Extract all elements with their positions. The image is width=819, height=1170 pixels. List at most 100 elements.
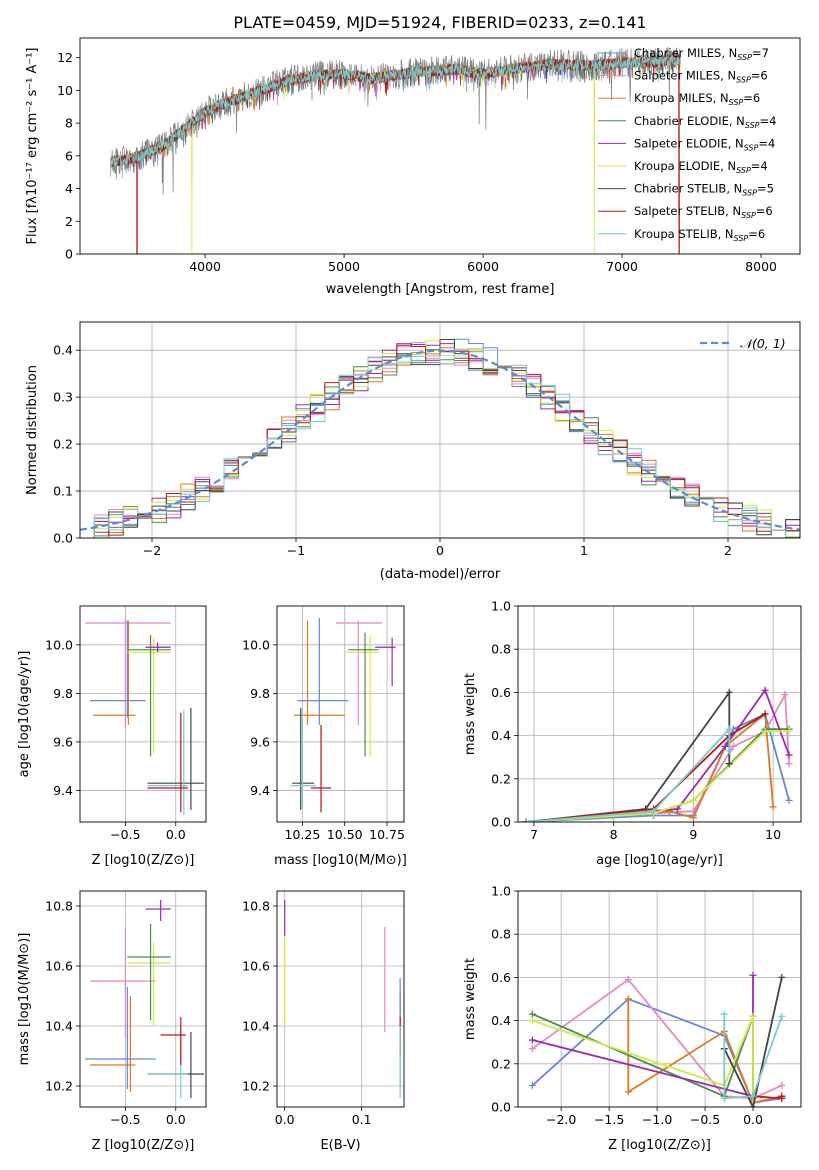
x-tick-label-0: 0.0 [275, 1112, 295, 1127]
errorbar-salpeter-stelib [147, 712, 188, 813]
y-tick-label-3: 0.6 [491, 970, 511, 985]
errorbar-salpeter-stelib [310, 724, 332, 813]
plot-area-mass-weight-vs-metallicity [528, 971, 786, 1107]
y-tick-label-1: 10.4 [242, 1019, 270, 1034]
x-tick-label-0: −0.5 [110, 827, 140, 842]
plot-area-mass-vs-ebv [284, 900, 401, 1098]
x-tick-label-4: 2 [724, 543, 732, 558]
x-tick-label-1: 10.50 [327, 827, 363, 842]
y-tick-label-2: 0.2 [53, 437, 73, 452]
y-tick-label-0: 0.0 [491, 1100, 511, 1115]
axes-frame [276, 890, 405, 1108]
x-tick-label-4: 8000 [745, 259, 777, 274]
errorbar-kroupa-elodie [127, 637, 171, 755]
line-kroupa-stelib [525, 726, 731, 822]
errorbar-salpeter-elodie [375, 637, 396, 687]
x-tick-label-0: −2.0 [546, 1112, 576, 1127]
marker-kroupa-stelib-0 [720, 1010, 728, 1018]
line-kroupa-stelib [723, 1014, 783, 1100]
marker-salpeter-miles-0 [528, 1045, 536, 1053]
x-tick-label-1: −1.5 [594, 1112, 624, 1127]
marker-kroupa-stelib-3 [778, 1012, 786, 1020]
marker-salpeter-miles-3 [729, 742, 737, 750]
y-tick-label-5: 10 [57, 83, 73, 98]
y-tick-label-0: 0 [65, 247, 73, 262]
line-salpeter-stelib [525, 713, 766, 822]
x-tick-label-0: 4000 [189, 259, 221, 274]
marker-kroupa-elodie-3 [761, 727, 769, 735]
y-tick-label-1: 0.2 [491, 771, 511, 786]
series-chabrier-stelib [522, 688, 733, 822]
marker-kroupa-elodie-2 [689, 796, 697, 804]
x-tick-label-2: −1.0 [642, 1112, 672, 1127]
axes-frame [79, 37, 801, 255]
y-axis-label: age [log10(age/yr)] [17, 651, 32, 778]
x-axis-label: Z [log10(Z/Z⊙)] [608, 1138, 711, 1153]
marker-kroupa-stelib-2 [725, 725, 733, 733]
marker-kroupa-stelib-3 [725, 747, 733, 755]
axes-age-vs-metallicity: −0.5 0.0 9.4 9.6 9.8 10.0 Z [log10(Z/Z⊙)] age [… [17, 605, 207, 868]
errorbars [85, 900, 204, 1098]
series-kroupa-stelib [720, 1010, 786, 1102]
errorbars [290, 618, 396, 813]
x-axis-label: wavelength [Angstrom, rest frame] [326, 282, 555, 297]
legend-label-kroupa-miles: Kroupa MILES, NSSP=6 [634, 91, 760, 107]
series-chabrier-miles [522, 710, 793, 822]
marker-salpeter-stelib-2 [778, 1092, 786, 1100]
y-tick-label-3: 6 [65, 148, 73, 163]
y-tick-label-2: 0.4 [491, 1013, 511, 1028]
x-tick-label-1: −1 [287, 543, 305, 558]
marker-chabrier-stelib-2 [725, 688, 733, 696]
errorbar-chabrier-elodie [348, 632, 379, 757]
marker-kroupa-stelib-0 [522, 818, 530, 822]
errorbar-kroupa-miles [90, 996, 136, 1092]
legend-label-kroupa-elodie: Kroupa ELODIE, NSSP=4 [634, 159, 768, 175]
marker-salpeter-elodie-2 [749, 971, 757, 979]
marker-kroupa-miles-6 [769, 803, 777, 811]
axes-mass-weight-vs-metallicity: −2.0 −1.5 −1.0 −0.5 0.0 0.0 0.2 0.4 0.6 0.8 1.0 Z [… [463, 884, 802, 1153]
x-tick-label-3: −0.5 [690, 1112, 720, 1127]
marker-salpeter-elodie-4 [761, 686, 769, 694]
x-tick-label-4: 0.0 [743, 1112, 763, 1127]
axes-frame [79, 605, 207, 823]
errorbar-chabrier-miles [85, 987, 156, 1089]
plot-area-spectrum [110, 47, 681, 254]
errorbar-chabrier-stelib [292, 707, 315, 810]
x-tick-label-0: 7 [530, 827, 538, 842]
y-tick-label-0: 10.2 [45, 1079, 73, 1094]
y-axis-label: mass weight [463, 673, 478, 755]
y-tick-label-1: 9.6 [250, 734, 270, 749]
marker-salpeter-miles-5 [781, 691, 789, 699]
marker-chabrier-elodie-0 [528, 1010, 536, 1018]
marker-kroupa-stelib-1 [650, 807, 658, 815]
errorbar-chabrier-miles [297, 618, 349, 725]
x-tick-label-2: 10.75 [369, 827, 405, 842]
x-tick-label-1: 0.0 [166, 1112, 186, 1127]
axes-mass-vs-metallicity: −0.5 0.0 10.2 10.4 10.6 10.8 Z [log10(Z/Z⊙)] ma… [17, 890, 207, 1153]
marker-salpeter-elodie-5 [785, 751, 793, 759]
y-tick-label-3: 0.3 [53, 390, 73, 405]
y-tick-label-0: 10.2 [242, 1079, 270, 1094]
marker-kroupa-stelib-2 [749, 1092, 757, 1100]
marker-chabrier-stelib-2 [778, 973, 786, 981]
x-tick-label-1: 0.0 [166, 827, 186, 842]
x-tick-label-0: 10.25 [285, 827, 321, 842]
plots: 4000 5000 6000 7000 8000024681012wavelength … [17, 37, 802, 1153]
y-tick-label-5: 1.0 [491, 599, 511, 614]
x-tick-label-2: 9 [689, 827, 697, 842]
y-tick-label-6: 12 [57, 50, 73, 65]
line-salpeter-elodie [532, 975, 754, 1098]
line-salpeter-elodie [525, 688, 790, 822]
axes-frame [276, 605, 405, 823]
y-tick-label-4: 0.4 [53, 343, 73, 358]
x-tick-label-3: 10 [765, 827, 781, 842]
marker-kroupa-miles-1 [624, 1088, 632, 1096]
errorbar-salpeter-stelib [160, 1017, 186, 1065]
marker-chabrier-miles-5 [785, 796, 793, 804]
weight-lines [522, 686, 793, 822]
axes-frame [79, 890, 207, 1108]
x-axis-label: age [log10(age/yr)] [596, 853, 723, 868]
marker-chabrier-miles-0 [528, 1081, 536, 1089]
line-chabrier-elodie [532, 1013, 754, 1107]
